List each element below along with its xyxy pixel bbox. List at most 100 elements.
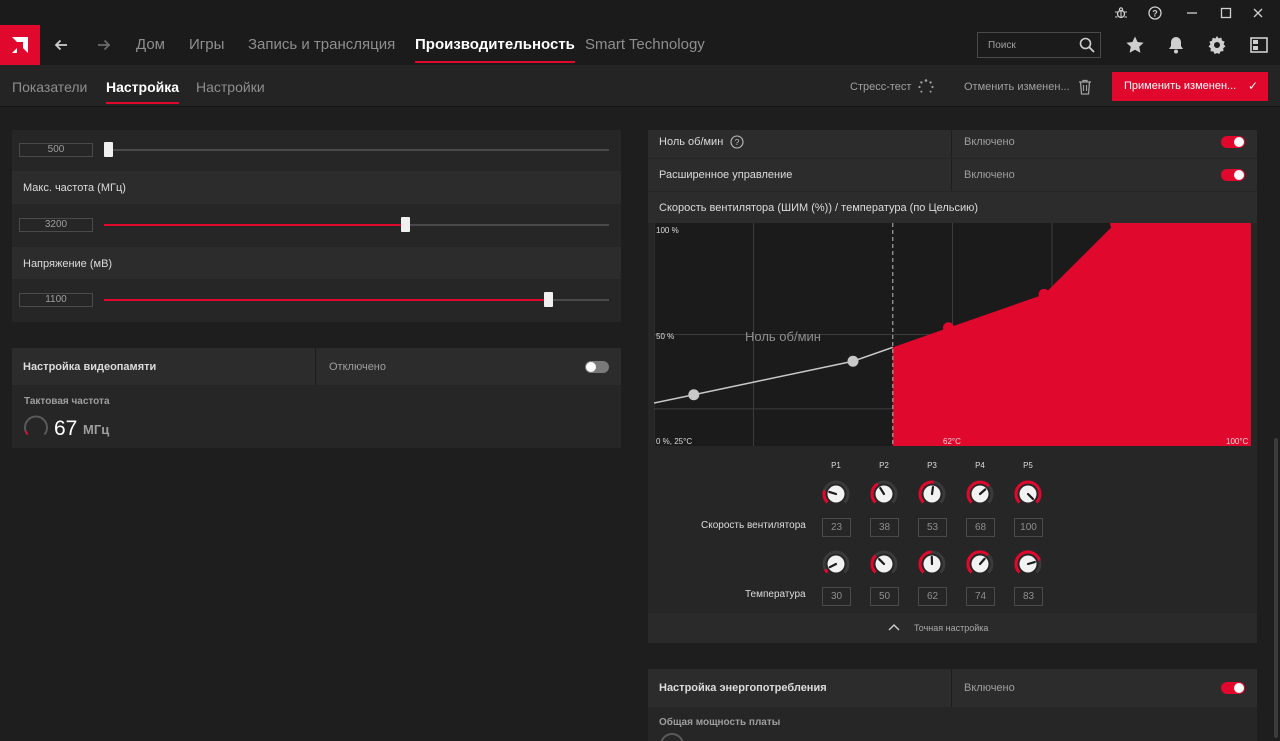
bug-icon[interactable] xyxy=(1104,0,1138,25)
sidebar-layout-icon[interactable] xyxy=(1247,33,1271,57)
stress-test-label: Стресс-тест xyxy=(850,81,912,93)
point-label-3: P3 xyxy=(927,461,937,470)
curve-point-3[interactable] xyxy=(943,322,955,334)
clock-gauge-icon xyxy=(24,415,48,436)
advanced-control-row: Расширенное управление Включено xyxy=(648,159,1257,191)
max-frequency-fill xyxy=(104,224,406,226)
power-tuning-panel: Настройка энергопотребления Включено Общ… xyxy=(648,669,1257,741)
fan-speed-input-1[interactable]: 23 xyxy=(822,518,851,537)
zero-rpm-curve-line xyxy=(653,346,894,404)
vram-toggle[interactable] xyxy=(585,361,609,373)
power-divider xyxy=(951,669,952,707)
nav-home[interactable]: Дом xyxy=(136,36,165,53)
nav-smart-technology[interactable]: Smart Technology xyxy=(585,36,705,53)
voltage-value[interactable]: 1100 xyxy=(19,293,93,307)
settings-gear-icon[interactable] xyxy=(1205,33,1229,57)
fan-speed-dial-5[interactable] xyxy=(1014,480,1042,508)
point-label-1: P1 xyxy=(831,461,841,470)
temperature-input-2[interactable]: 50 xyxy=(870,587,899,606)
power-toggle[interactable] xyxy=(1221,682,1245,694)
clock-value: 67 xyxy=(54,417,78,440)
power-toggle-knob xyxy=(1234,683,1244,693)
fan-speed-input-4[interactable]: 68 xyxy=(966,518,995,537)
notifications-bell-icon[interactable] xyxy=(1164,33,1188,57)
scrollbar-thumb[interactable] xyxy=(1274,438,1278,738)
temperature-dial-1[interactable] xyxy=(822,550,850,578)
minimize-icon[interactable] xyxy=(1175,0,1209,25)
y-mid-tick: 50 % xyxy=(656,332,675,341)
apply-changes-button[interactable]: Применить изменен... ✓ xyxy=(1112,72,1268,101)
temperature-dial-3[interactable] xyxy=(918,550,946,578)
fan-speed-dial-4[interactable] xyxy=(966,480,994,508)
fan-curve-chart[interactable]: 100 % 50 % 0 %, 25°C 62°C 100°C Ноль об/… xyxy=(653,218,1251,446)
amd-logo[interactable] xyxy=(0,25,40,65)
nav-active-underline xyxy=(415,61,575,63)
fan-curve-svg[interactable] xyxy=(653,218,1251,446)
temperature-input-5[interactable]: 83 xyxy=(1014,587,1043,606)
board-power-gauge-icon xyxy=(660,733,684,741)
x-mid-tick: 62°C xyxy=(943,437,961,446)
fan-curve-area xyxy=(892,223,1251,446)
scrollbar[interactable] xyxy=(1272,108,1280,741)
stress-test-spinner-icon xyxy=(918,79,934,93)
nav-performance[interactable]: Производительность xyxy=(415,25,575,65)
fan-curve-header: Скорость вентилятора (ШИМ (%)) / темпера… xyxy=(648,192,1257,223)
trash-icon[interactable] xyxy=(1078,79,1092,95)
fan-speed-dial-3[interactable] xyxy=(918,480,946,508)
fine-tune-label: Точная настройка xyxy=(914,623,989,633)
forward-arrow-icon[interactable] xyxy=(89,25,119,65)
search-input[interactable] xyxy=(978,33,1074,57)
voltage-thumb[interactable] xyxy=(544,292,553,307)
vram-tuning-panel: Настройка видеопамяти Отключено Тактовая… xyxy=(12,348,621,448)
favorites-star-icon[interactable] xyxy=(1123,33,1147,57)
temperature-dial-2[interactable] xyxy=(870,550,898,578)
help-circle-icon[interactable]: ? xyxy=(730,135,744,149)
fan-speed-input-3[interactable]: 53 xyxy=(918,518,947,537)
temperature-input-4[interactable]: 74 xyxy=(966,587,995,606)
curve-point-2[interactable] xyxy=(847,355,859,367)
max-frequency-thumb[interactable] xyxy=(401,217,410,232)
top-navigation: Дом Игры Запись и трансляция Производите… xyxy=(0,25,1280,65)
tab-active-underline xyxy=(106,102,180,104)
max-frequency-value[interactable]: 3200 xyxy=(19,218,93,232)
help-icon[interactable]: ? xyxy=(1138,0,1172,25)
min-frequency-value[interactable]: 500 xyxy=(19,143,93,157)
search-icon[interactable] xyxy=(1078,36,1096,54)
zero-rpm-overlay-label: Ноль об/мин xyxy=(745,329,821,344)
curve-point-4[interactable] xyxy=(1038,288,1050,300)
stress-test-button[interactable]: Стресс-тест xyxy=(850,65,911,107)
maximize-icon[interactable] xyxy=(1209,0,1243,25)
tab-metrics[interactable]: Показатели xyxy=(12,79,88,95)
fan-speed-dial-1[interactable] xyxy=(822,480,850,508)
vram-state: Отключено xyxy=(329,361,386,373)
fan-curve-title: Скорость вентилятора (ШИМ (%)) / темпера… xyxy=(659,202,979,214)
min-frequency-thumb[interactable] xyxy=(104,142,113,157)
tab-settings[interactable]: Настройки xyxy=(196,79,265,95)
zero-rpm-row: Ноль об/мин ? Включено xyxy=(648,130,1257,158)
fan-speed-dial-2[interactable] xyxy=(870,480,898,508)
advanced-control-toggle[interactable] xyxy=(1221,169,1245,181)
zero-rpm-toggle[interactable] xyxy=(1221,136,1245,148)
temperature-input-3[interactable]: 62 xyxy=(918,587,947,606)
back-arrow-icon[interactable] xyxy=(46,25,76,65)
search-box[interactable] xyxy=(977,32,1101,58)
temperature-dial-5[interactable] xyxy=(1014,550,1042,578)
nav-games[interactable]: Игры xyxy=(189,36,225,53)
fine-tune-toggle-bar[interactable]: Точная настройка xyxy=(648,613,1257,643)
clock-unit: МГц xyxy=(83,422,110,437)
curve-point-1[interactable] xyxy=(688,389,700,401)
close-icon[interactable] xyxy=(1241,0,1275,25)
tab-tuning[interactable]: Настройка xyxy=(106,65,180,107)
voltage-header: Напряжение (мВ) xyxy=(12,247,621,279)
fan-speed-input-2[interactable]: 38 xyxy=(870,518,899,537)
temperature-input-1[interactable]: 30 xyxy=(822,587,851,606)
fan-speed-input-5[interactable]: 100 xyxy=(1014,518,1043,537)
max-frequency-header: Макс. частота (МГц) xyxy=(12,171,621,204)
point-label-5: P5 xyxy=(1023,461,1033,470)
nav-record-stream[interactable]: Запись и трансляция xyxy=(248,36,396,53)
discard-changes-button[interactable]: Отменить изменен... xyxy=(964,65,1070,107)
voltage-fill xyxy=(104,299,548,301)
zero-rpm-label: Ноль об/мин xyxy=(659,136,724,148)
temperature-dial-4[interactable] xyxy=(966,550,994,578)
